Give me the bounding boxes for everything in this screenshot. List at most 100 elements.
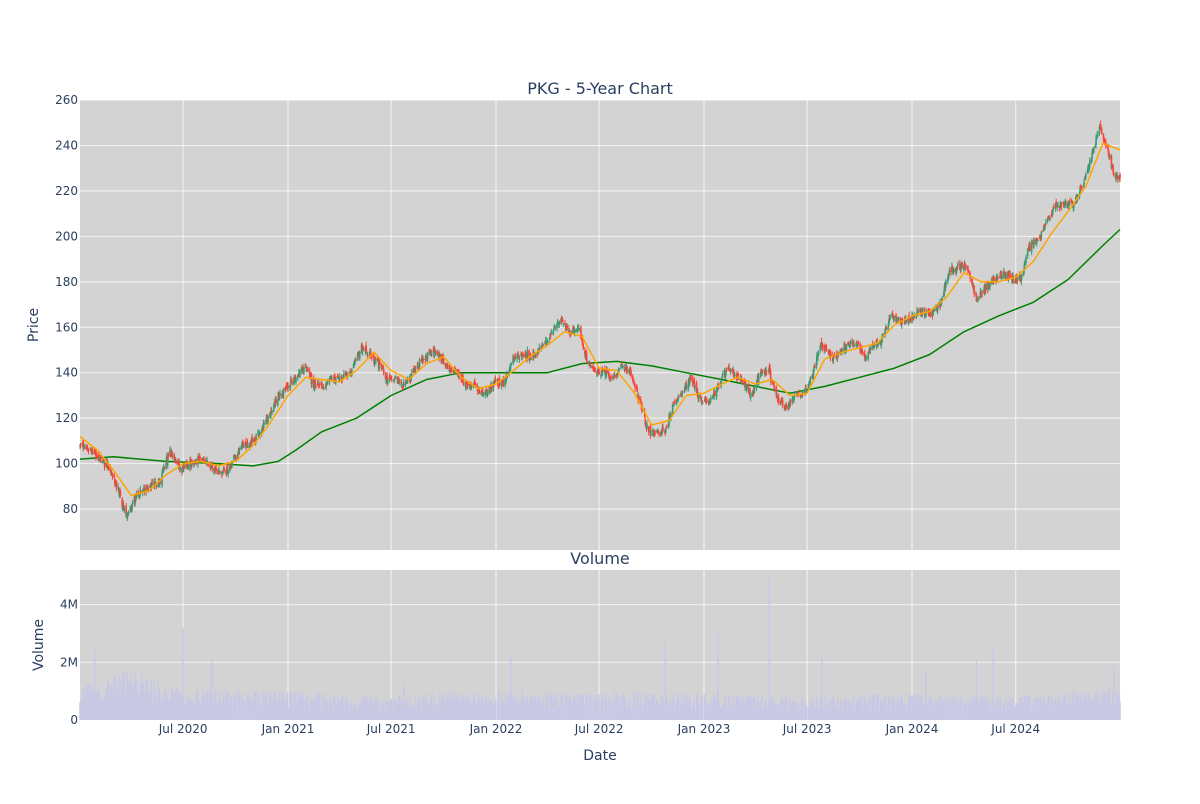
candle-body [772, 383, 775, 385]
candle-body [109, 470, 112, 472]
candle-body [1091, 153, 1093, 160]
candle-body [405, 382, 408, 384]
candle-body [676, 398, 679, 400]
candle-body [687, 379, 690, 389]
candle-body [496, 380, 499, 384]
candle-body [657, 429, 659, 433]
candle-body [202, 458, 205, 460]
long-moving-average-line [79, 228, 1121, 467]
candle-body [161, 468, 164, 473]
candle-body [877, 343, 880, 344]
candle-body [362, 349, 365, 351]
candle-body [1102, 134, 1105, 139]
volume-bar [989, 706, 991, 720]
volume-bar [343, 702, 345, 720]
volume-bar [642, 708, 644, 720]
volume-bar [1033, 699, 1035, 720]
candle-body [1095, 136, 1098, 138]
candle-body [916, 312, 919, 314]
volume-bar [182, 627, 184, 720]
candle-body [508, 371, 510, 374]
candle-body [461, 377, 463, 380]
candle-body [781, 399, 784, 406]
candle-body [372, 354, 375, 357]
candle-body [598, 371, 600, 374]
candle-body [450, 368, 453, 371]
candle-body [187, 464, 190, 470]
price-y-tick-label: 120 [55, 411, 78, 425]
candle-body [988, 286, 991, 288]
volume-bar [710, 698, 712, 720]
candle-body [733, 374, 736, 376]
candle-body [626, 366, 628, 373]
candle-body [1001, 275, 1003, 279]
candle-body [650, 432, 652, 436]
volume-bar [1093, 705, 1095, 720]
candle-body [480, 390, 483, 394]
candle-body [772, 381, 774, 384]
candle-body [588, 362, 590, 363]
volume-bar [442, 701, 445, 720]
candle-body [300, 366, 303, 371]
candle-body [639, 399, 642, 403]
candle-body [428, 350, 431, 353]
candle-body [514, 356, 516, 358]
candle-body [677, 397, 680, 400]
candle-body [681, 392, 684, 395]
candle-body [647, 426, 650, 433]
volume-bar [809, 706, 812, 720]
candle-body [825, 348, 828, 351]
volume-bar [259, 704, 261, 720]
candle-body [135, 492, 138, 499]
candle-body [339, 376, 341, 379]
candle-body [597, 369, 600, 372]
candle-body [129, 508, 132, 510]
candle-body [230, 465, 232, 469]
candle-body [542, 343, 545, 346]
candle-body [792, 398, 794, 400]
candle-body [170, 452, 173, 456]
volume-bar [395, 699, 397, 720]
volume-bar [1085, 699, 1087, 720]
volume-bar [1042, 694, 1045, 720]
candle-body [1008, 272, 1010, 276]
candle-body [769, 368, 771, 372]
candle-body [899, 317, 901, 319]
candle-body [154, 481, 157, 483]
candle-body [577, 327, 580, 329]
candle-body [627, 371, 630, 373]
candle-body [654, 431, 656, 436]
candle-body [609, 377, 611, 379]
candle-body [856, 342, 859, 344]
volume-bar [243, 698, 245, 720]
volume-chart-title: Volume [570, 549, 630, 568]
candle-body [222, 471, 224, 474]
candle-body [290, 377, 293, 381]
volume-bar [630, 708, 632, 720]
candle-body [1083, 178, 1086, 181]
volume-bar [750, 694, 752, 720]
candle-body [877, 342, 879, 346]
candle-body [189, 460, 192, 463]
candle-body [896, 318, 898, 320]
volume-bar [694, 707, 696, 720]
candle-body [181, 466, 184, 473]
candle-body [99, 454, 101, 457]
candle-body [241, 444, 243, 450]
volume-bar [510, 693, 513, 720]
candle-body [976, 300, 978, 302]
candle-body [331, 376, 333, 380]
volume-bar [542, 698, 544, 720]
candle-body [237, 451, 240, 454]
candle-body [1110, 155, 1113, 169]
candle-body [137, 493, 140, 497]
candle-body [1022, 271, 1025, 276]
volume-bar [969, 699, 971, 720]
candle-body [688, 378, 691, 385]
candle-body [888, 316, 891, 318]
candle-body [785, 405, 787, 407]
candle-body [995, 277, 998, 282]
volume-bar [425, 693, 427, 720]
candle-body [725, 367, 728, 370]
candle-body [710, 397, 712, 400]
